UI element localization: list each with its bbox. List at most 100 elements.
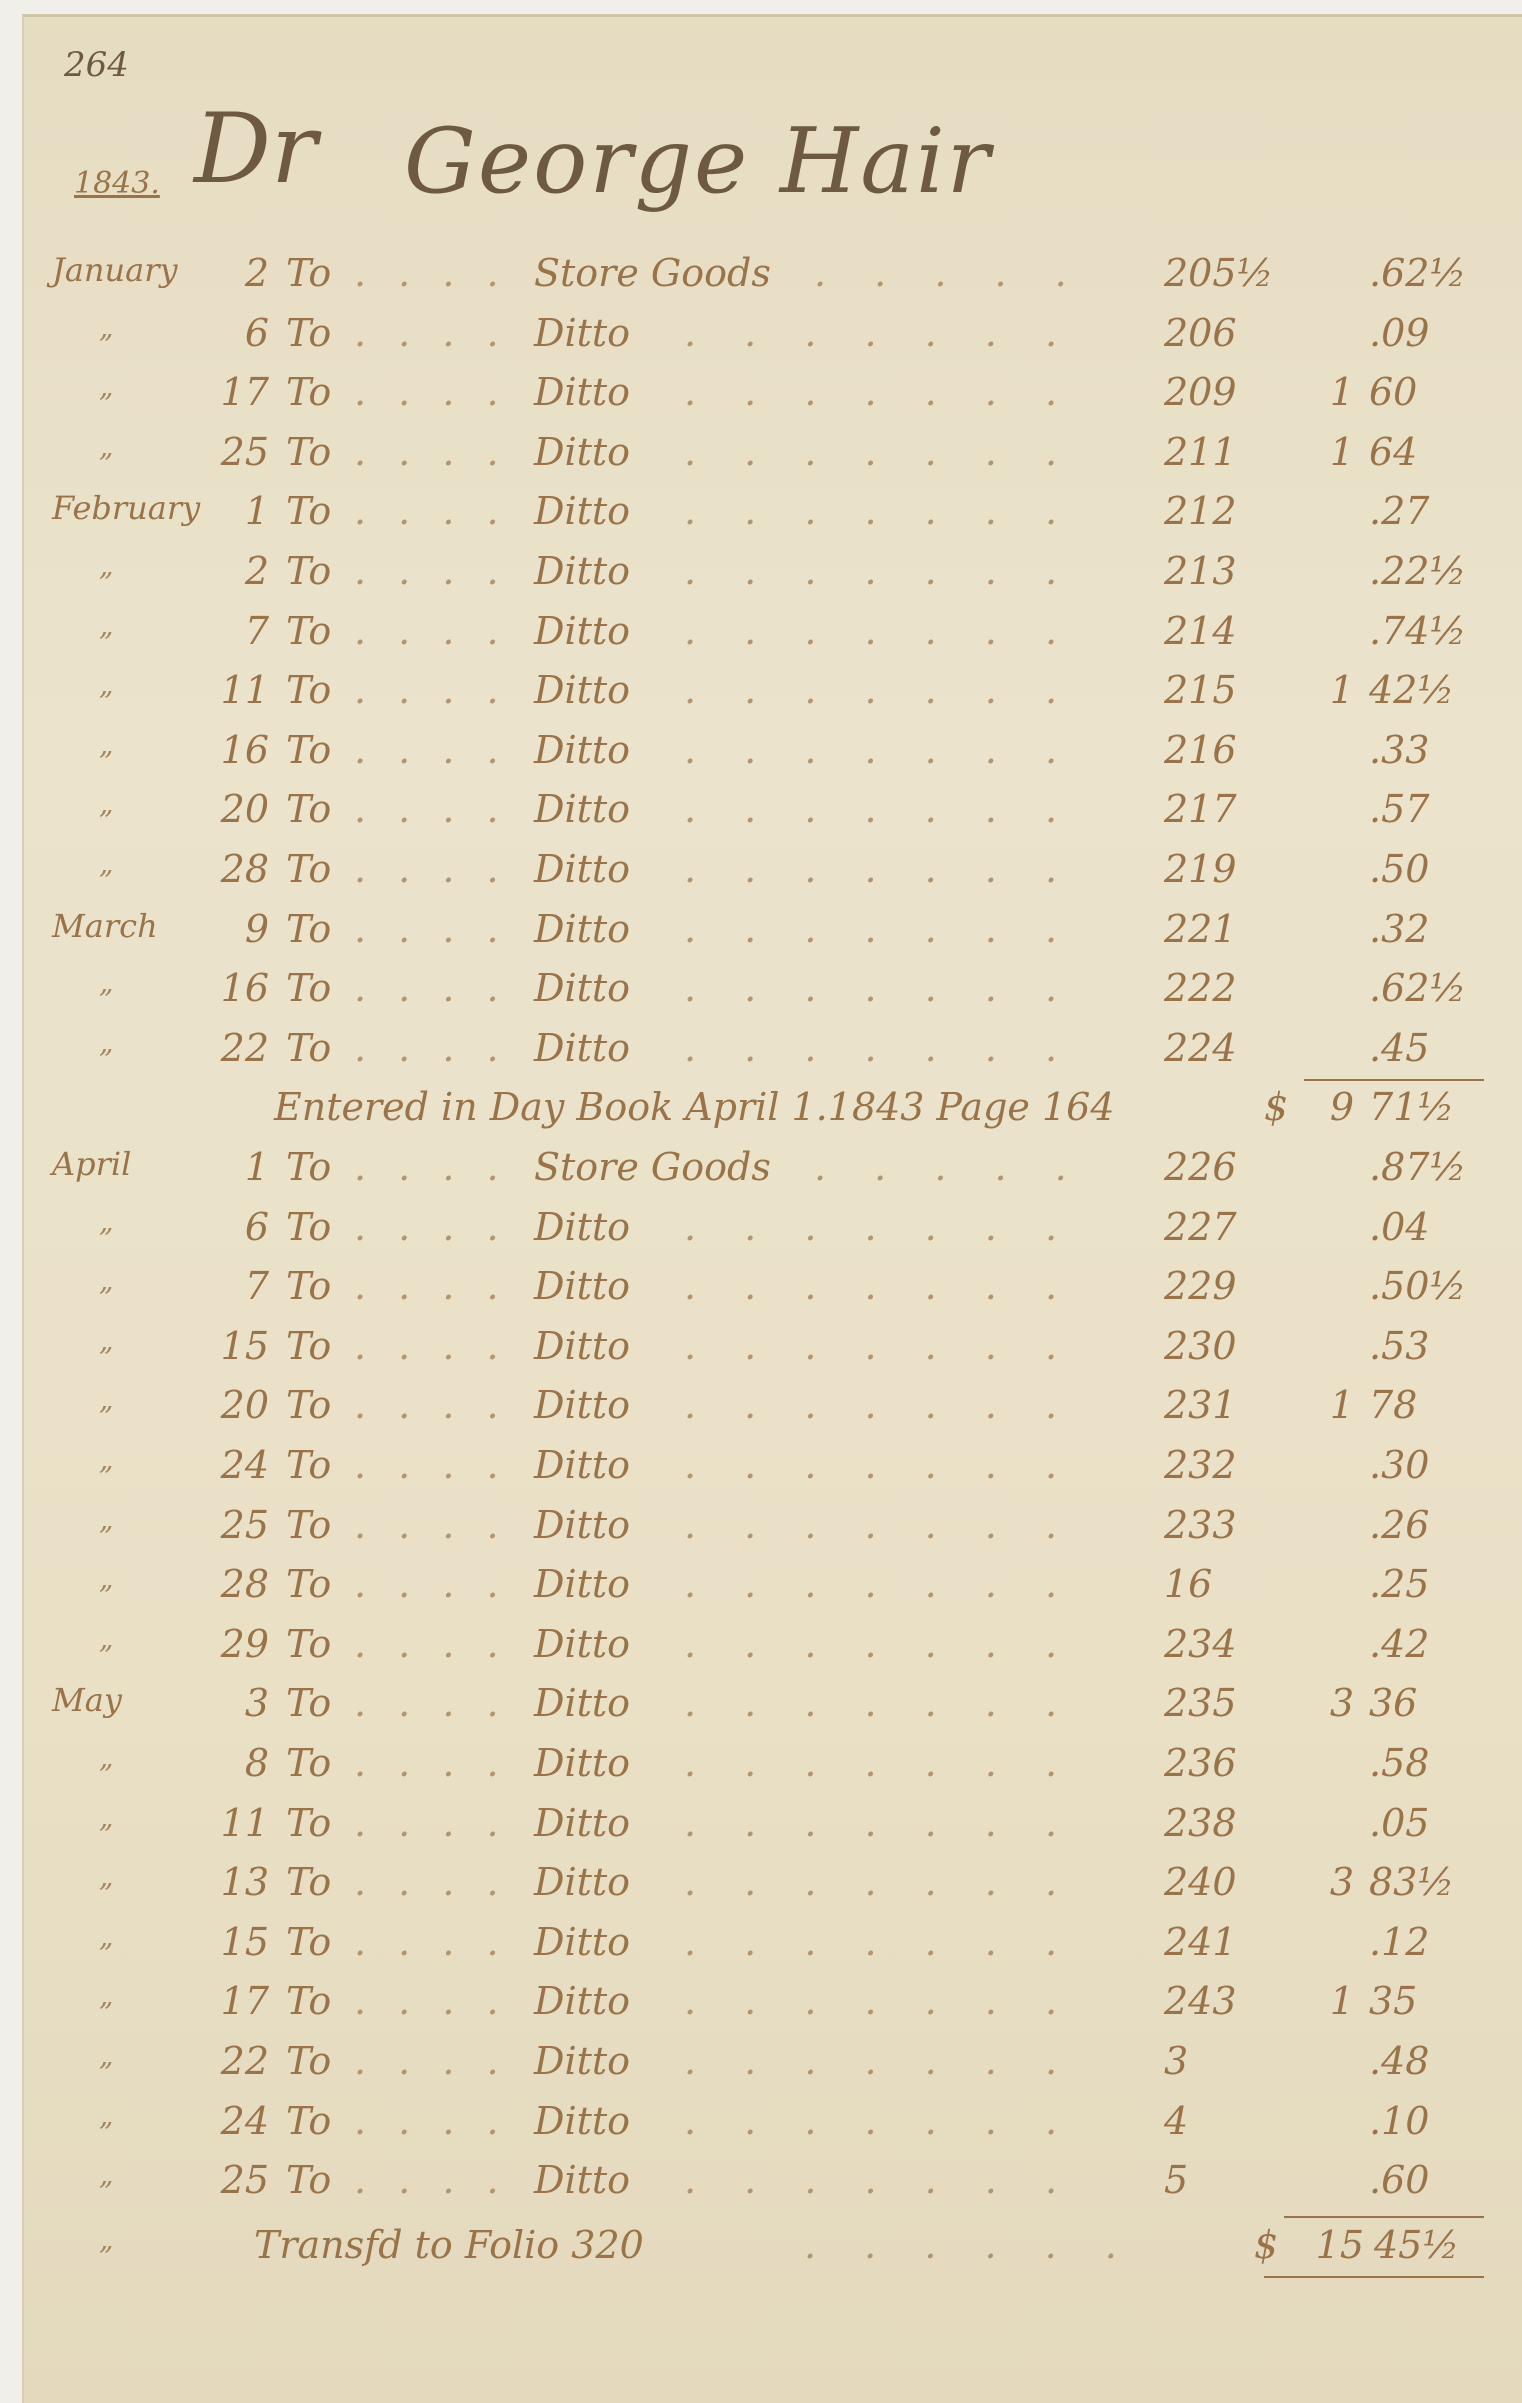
ditto-mark: „	[99, 1383, 114, 1417]
amount-cents: .50½	[1369, 1264, 1467, 1309]
item-description: Ditto	[534, 1502, 631, 1547]
day-label: 28	[220, 1562, 269, 1607]
day-label: 2	[244, 549, 269, 593]
ledger-row: „ 25 To . . . . Ditto . . . . . . . 211 1 64	[24, 429, 1522, 481]
to-label: To	[286, 668, 332, 713]
amount-cents: .05	[1369, 1800, 1430, 1845]
item-description: Ditto	[534, 668, 631, 713]
leader-dots: . . . . . . .	[684, 370, 1076, 415]
amount-cents: .62½	[1369, 251, 1467, 295]
item-description: Ditto	[534, 2039, 631, 2083]
ditto-mark: „	[99, 370, 114, 404]
subtotal-dollars: 9	[1329, 1085, 1354, 1130]
ledger-row: „ 22 To . . . . Ditto . . . . . . . 224 .45	[24, 1025, 1522, 1077]
amount-cents: .26	[1369, 1502, 1430, 1547]
page-number: 264	[64, 45, 129, 85]
item-description: Ditto	[534, 1741, 631, 1785]
to-label: To	[286, 787, 332, 832]
item-description: Ditto	[534, 549, 631, 593]
to-label: To	[286, 1919, 332, 1964]
amount-cents: .30	[1369, 1443, 1430, 1487]
day-label: 15	[220, 1323, 269, 1368]
amount-dollars: 1	[1329, 1383, 1354, 1428]
ditto-mark: „	[99, 727, 114, 761]
amount-cents: .87½	[1369, 1145, 1467, 1189]
day-label: 11	[220, 668, 269, 713]
ditto-mark: „	[99, 668, 114, 702]
folio-number: 216	[1164, 727, 1237, 772]
item-description: Ditto	[534, 1800, 631, 1845]
amount-cents: .74½	[1369, 608, 1467, 653]
amount-cents: 83½	[1369, 1860, 1455, 1905]
day-label: 2	[244, 251, 269, 295]
item-description: Ditto	[534, 727, 631, 772]
amount-cents: 35	[1369, 1979, 1418, 2024]
to-label: To	[286, 2098, 332, 2143]
subtotal-cents: 71½	[1369, 1085, 1455, 1130]
leader-dots: . . . .	[354, 489, 509, 534]
day-label: 6	[244, 1204, 269, 1249]
leader-dots: . . . . . . .	[684, 1800, 1076, 1845]
item-description: Ditto	[534, 847, 631, 891]
ledger-row: „ 11 To . . . . Ditto . . . . . . . 238 .05	[24, 1800, 1522, 1852]
leader-dots: . . . . . . .	[684, 1919, 1076, 1964]
ledger-row: March 9 To . . . . Ditto . . . . . . . 221 .32	[24, 906, 1522, 958]
to-label: To	[286, 2039, 332, 2083]
to-label: To	[286, 489, 332, 534]
ditto-mark: „	[99, 1979, 114, 2013]
to-label: To	[286, 1860, 332, 1905]
day-label: 20	[220, 787, 269, 832]
amount-dollars: 1	[1329, 668, 1354, 713]
leader-dots: . . . . .	[814, 1145, 1085, 1189]
leader-dots: . . . .	[354, 727, 509, 772]
folio-number: 236	[1164, 1741, 1237, 1785]
amount-cents: .58	[1369, 1741, 1430, 1785]
leader-dots: . . . . . . .	[684, 2039, 1076, 2083]
to-label: To	[286, 847, 332, 891]
ledger-row: „ 29 To . . . . Ditto . . . . . . . 234 .42	[24, 1621, 1522, 1673]
day-label: 16	[220, 966, 269, 1011]
amount-cents: .48	[1369, 2039, 1430, 2083]
leader-dots: . . . .	[354, 1919, 509, 1964]
leader-dots: . . . .	[354, 787, 509, 832]
to-label: To	[286, 1383, 332, 1428]
amount-cents: 36	[1369, 1681, 1418, 1726]
ditto-mark: „	[99, 429, 114, 463]
sum-rule	[1284, 2215, 1484, 2218]
ledger-row: „ 7 To . . . . Ditto . . . . . . . 229 .50½	[24, 1264, 1522, 1315]
item-description: Ditto	[534, 1979, 631, 2024]
day-label: 1	[244, 489, 269, 534]
day-label: 22	[220, 2039, 269, 2083]
item-description: Ditto	[534, 1323, 631, 1368]
leader-dots: . . . . . . .	[684, 1443, 1076, 1487]
leader-dots: . . . .	[354, 1979, 509, 2024]
ledger-row: „ 16 To . . . . Ditto . . . . . . . 222 .62½	[24, 966, 1522, 1017]
folio-number: 231	[1164, 1383, 1237, 1428]
leader-dots: . . . . . . .	[684, 787, 1076, 832]
ditto-mark: „	[99, 1741, 114, 1774]
amount-cents: 60	[1369, 370, 1418, 415]
transfer-row: „ Transfd to Folio 320 . . . . . . $15 45½	[24, 2223, 1522, 2274]
day-label: 8	[244, 1741, 269, 1785]
amount-cents: .42	[1369, 1621, 1430, 1666]
amount-cents: .09	[1369, 310, 1430, 355]
day-label: 7	[244, 1264, 269, 1309]
leader-dots: . . . .	[354, 549, 509, 593]
ledger-row: „ 13 To . . . . Ditto . . . . . . . 240 3 83½	[24, 1860, 1522, 1911]
leader-dots: . . . .	[354, 847, 509, 891]
leader-dots: . . . .	[354, 1741, 509, 1785]
to-label: To	[286, 2158, 332, 2203]
to-label: To	[286, 1562, 332, 1607]
day-label: 3	[244, 1681, 269, 1726]
item-description: Ditto	[534, 1025, 631, 1070]
amount-dollars: 1	[1329, 1979, 1354, 2024]
item-description: Ditto	[534, 1860, 631, 1905]
sum-rule	[1304, 1079, 1484, 1082]
folio-number: 219	[1164, 847, 1237, 891]
to-label: To	[286, 1264, 332, 1309]
ditto-mark: „	[99, 787, 114, 821]
leader-dots: . . . .	[354, 251, 509, 295]
month-label: March	[52, 906, 158, 945]
day-label: 24	[220, 2098, 269, 2143]
leader-dots: . . . .	[354, 1264, 509, 1309]
